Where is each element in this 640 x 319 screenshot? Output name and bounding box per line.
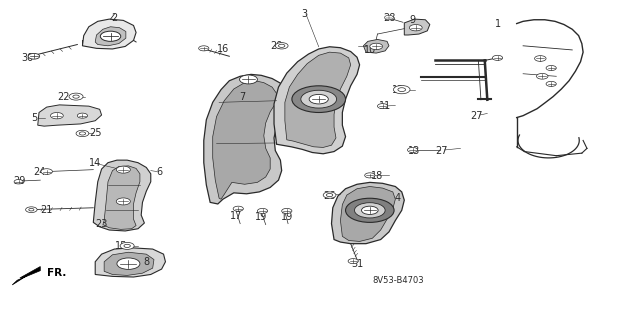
Polygon shape (95, 248, 166, 277)
Circle shape (362, 206, 378, 214)
Circle shape (28, 53, 40, 59)
Polygon shape (204, 74, 289, 204)
Text: 19: 19 (255, 212, 268, 222)
Circle shape (233, 206, 243, 211)
Circle shape (385, 15, 394, 20)
Polygon shape (12, 267, 40, 285)
Circle shape (41, 169, 52, 174)
Circle shape (408, 147, 418, 152)
Text: 19: 19 (281, 212, 293, 222)
Text: 10: 10 (364, 45, 376, 55)
Circle shape (77, 113, 88, 118)
Circle shape (275, 43, 288, 49)
Circle shape (26, 207, 37, 212)
Text: 14: 14 (89, 158, 101, 168)
Text: 22: 22 (57, 92, 70, 102)
Polygon shape (332, 182, 404, 244)
Text: 18: 18 (371, 171, 383, 181)
Text: 28: 28 (383, 13, 395, 23)
Text: 26: 26 (323, 191, 336, 201)
Text: 8: 8 (143, 257, 149, 267)
Circle shape (292, 86, 346, 113)
Text: 8V53-B4703: 8V53-B4703 (372, 276, 424, 285)
Circle shape (257, 208, 268, 213)
Circle shape (116, 198, 131, 205)
Text: 5: 5 (31, 113, 37, 123)
Circle shape (394, 85, 410, 94)
Circle shape (323, 192, 336, 198)
Circle shape (239, 75, 257, 84)
Circle shape (534, 56, 546, 61)
Text: 4: 4 (395, 193, 401, 203)
Text: 13: 13 (408, 145, 420, 156)
Text: 17: 17 (230, 211, 242, 221)
Circle shape (76, 130, 89, 137)
Circle shape (116, 166, 131, 173)
Polygon shape (93, 160, 151, 231)
Text: 2: 2 (111, 13, 118, 23)
Circle shape (346, 198, 394, 222)
Circle shape (410, 25, 422, 31)
Polygon shape (104, 252, 154, 275)
Polygon shape (364, 40, 389, 53)
Text: 25: 25 (89, 129, 102, 138)
Circle shape (370, 43, 383, 50)
Text: 21: 21 (40, 205, 53, 215)
Circle shape (546, 81, 556, 86)
Polygon shape (103, 166, 140, 229)
Circle shape (355, 203, 385, 218)
Text: 6: 6 (156, 167, 162, 177)
Polygon shape (95, 27, 126, 46)
Text: 23: 23 (95, 219, 108, 229)
Polygon shape (340, 187, 396, 241)
Circle shape (100, 31, 121, 41)
Text: 20: 20 (270, 41, 283, 51)
Circle shape (536, 73, 548, 79)
Circle shape (51, 113, 63, 119)
Circle shape (492, 55, 502, 60)
Text: 3: 3 (301, 9, 307, 19)
Circle shape (301, 90, 337, 108)
Text: FR.: FR. (47, 268, 66, 278)
Polygon shape (38, 105, 102, 126)
Polygon shape (83, 19, 136, 49)
Circle shape (309, 94, 328, 104)
Circle shape (546, 65, 556, 70)
Circle shape (69, 93, 83, 100)
Text: 12: 12 (392, 85, 404, 95)
Circle shape (378, 104, 388, 109)
Polygon shape (274, 47, 360, 154)
Polygon shape (285, 52, 351, 147)
Text: 31: 31 (351, 259, 363, 269)
Text: 27: 27 (435, 145, 447, 156)
Text: 29: 29 (13, 176, 26, 186)
Circle shape (120, 242, 134, 249)
Text: 27: 27 (470, 111, 483, 121)
Text: 1: 1 (495, 19, 500, 29)
Circle shape (365, 173, 375, 178)
Circle shape (282, 208, 292, 213)
Polygon shape (212, 81, 276, 199)
Polygon shape (404, 19, 430, 35)
Circle shape (198, 46, 209, 51)
Text: 16: 16 (217, 44, 229, 54)
Circle shape (14, 180, 23, 184)
Text: 7: 7 (239, 92, 245, 102)
Circle shape (348, 259, 358, 264)
Text: 30: 30 (21, 54, 34, 63)
Text: 15: 15 (115, 241, 127, 251)
Text: 11: 11 (379, 101, 391, 111)
Text: 24: 24 (33, 167, 45, 177)
Text: 9: 9 (410, 15, 415, 25)
Circle shape (117, 258, 140, 269)
